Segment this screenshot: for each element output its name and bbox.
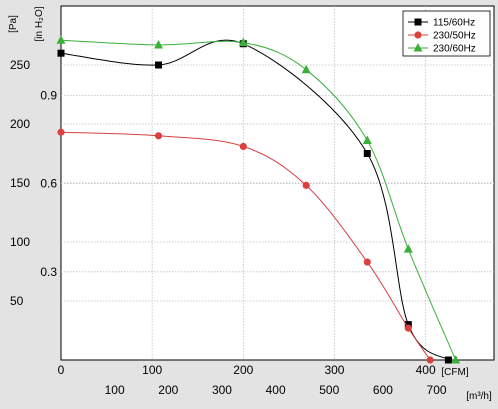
data-point-circle [426,356,434,364]
y-inh2o-unit-label: [in H₂O] [34,6,45,41]
series-triangle [56,35,461,364]
x-m3h-unit-label: [m³/h] [466,391,492,402]
y-inh2o-tick-label: 0.3 [40,265,57,279]
y-pa-tick-label: 150 [10,176,30,190]
y-pa-tick-label: 50 [10,294,24,308]
series-circle [57,128,434,364]
data-point-triangle [403,244,413,253]
data-point-circle [57,128,65,136]
x-cfm-tick-label: 300 [324,363,344,377]
legend-label: 230/50Hz [433,31,476,42]
data-point-triangle [238,37,248,47]
x-m3h-tick-label: 300 [212,383,232,397]
data-point-circle [239,142,247,151]
data-point-square [57,49,65,57]
data-point-triangle [301,64,311,74]
data-point-square [155,61,163,69]
legend-swatch-marker [414,31,422,39]
data-point-triangle [362,135,372,145]
y-pa-unit-label: [Pa] [8,15,19,33]
x-m3h-tick-label: 100 [105,383,125,397]
legend-label: 230/60Hz [433,44,476,55]
data-point-circle [363,258,371,266]
data-point-square [363,150,371,157]
data-point-circle [404,324,412,332]
x-cfm-tick-label: 200 [233,363,253,377]
data-point-circle [302,181,310,189]
legend-label: 115/60Hz [433,18,475,29]
x-cfm-unit-label: [CFM] [441,367,468,378]
y-inh2o-tick-label: 0.9 [40,88,57,102]
x-cfm-tick-label: 100 [142,363,162,377]
grid [61,6,494,360]
y-pa-tick-label: 100 [10,235,30,249]
data-point-circle [154,132,163,140]
x-m3h-tick-label: 400 [266,383,286,397]
y-pa-tick-label: 200 [10,117,30,131]
data-point-triangle [56,35,66,44]
x-m3h-tick-label: 700 [427,383,447,397]
data-point-triangle [154,39,164,49]
x-m3h-tick-label: 600 [373,383,393,397]
x-cfm-tick-label: 0 [58,363,65,377]
x-cfm-tick-label: 400 [416,363,436,377]
x-m3h-tick-label: 200 [158,383,178,397]
x-m3h-tick-label: 500 [319,383,339,397]
y-inh2o-tick-label: 0.6 [40,177,57,191]
series-layer [56,35,461,364]
y-pa-tick-label: 250 [10,58,30,72]
legend-swatch-marker [414,18,422,26]
legend-swatch-marker [413,43,423,52]
data-point-triangle [451,355,461,364]
data-point-square [444,356,452,364]
axes: 250200150100500.90.60.301002003004005006… [8,6,492,402]
legend: 115/60Hz 230/50Hz 230/60Hz [402,10,491,57]
